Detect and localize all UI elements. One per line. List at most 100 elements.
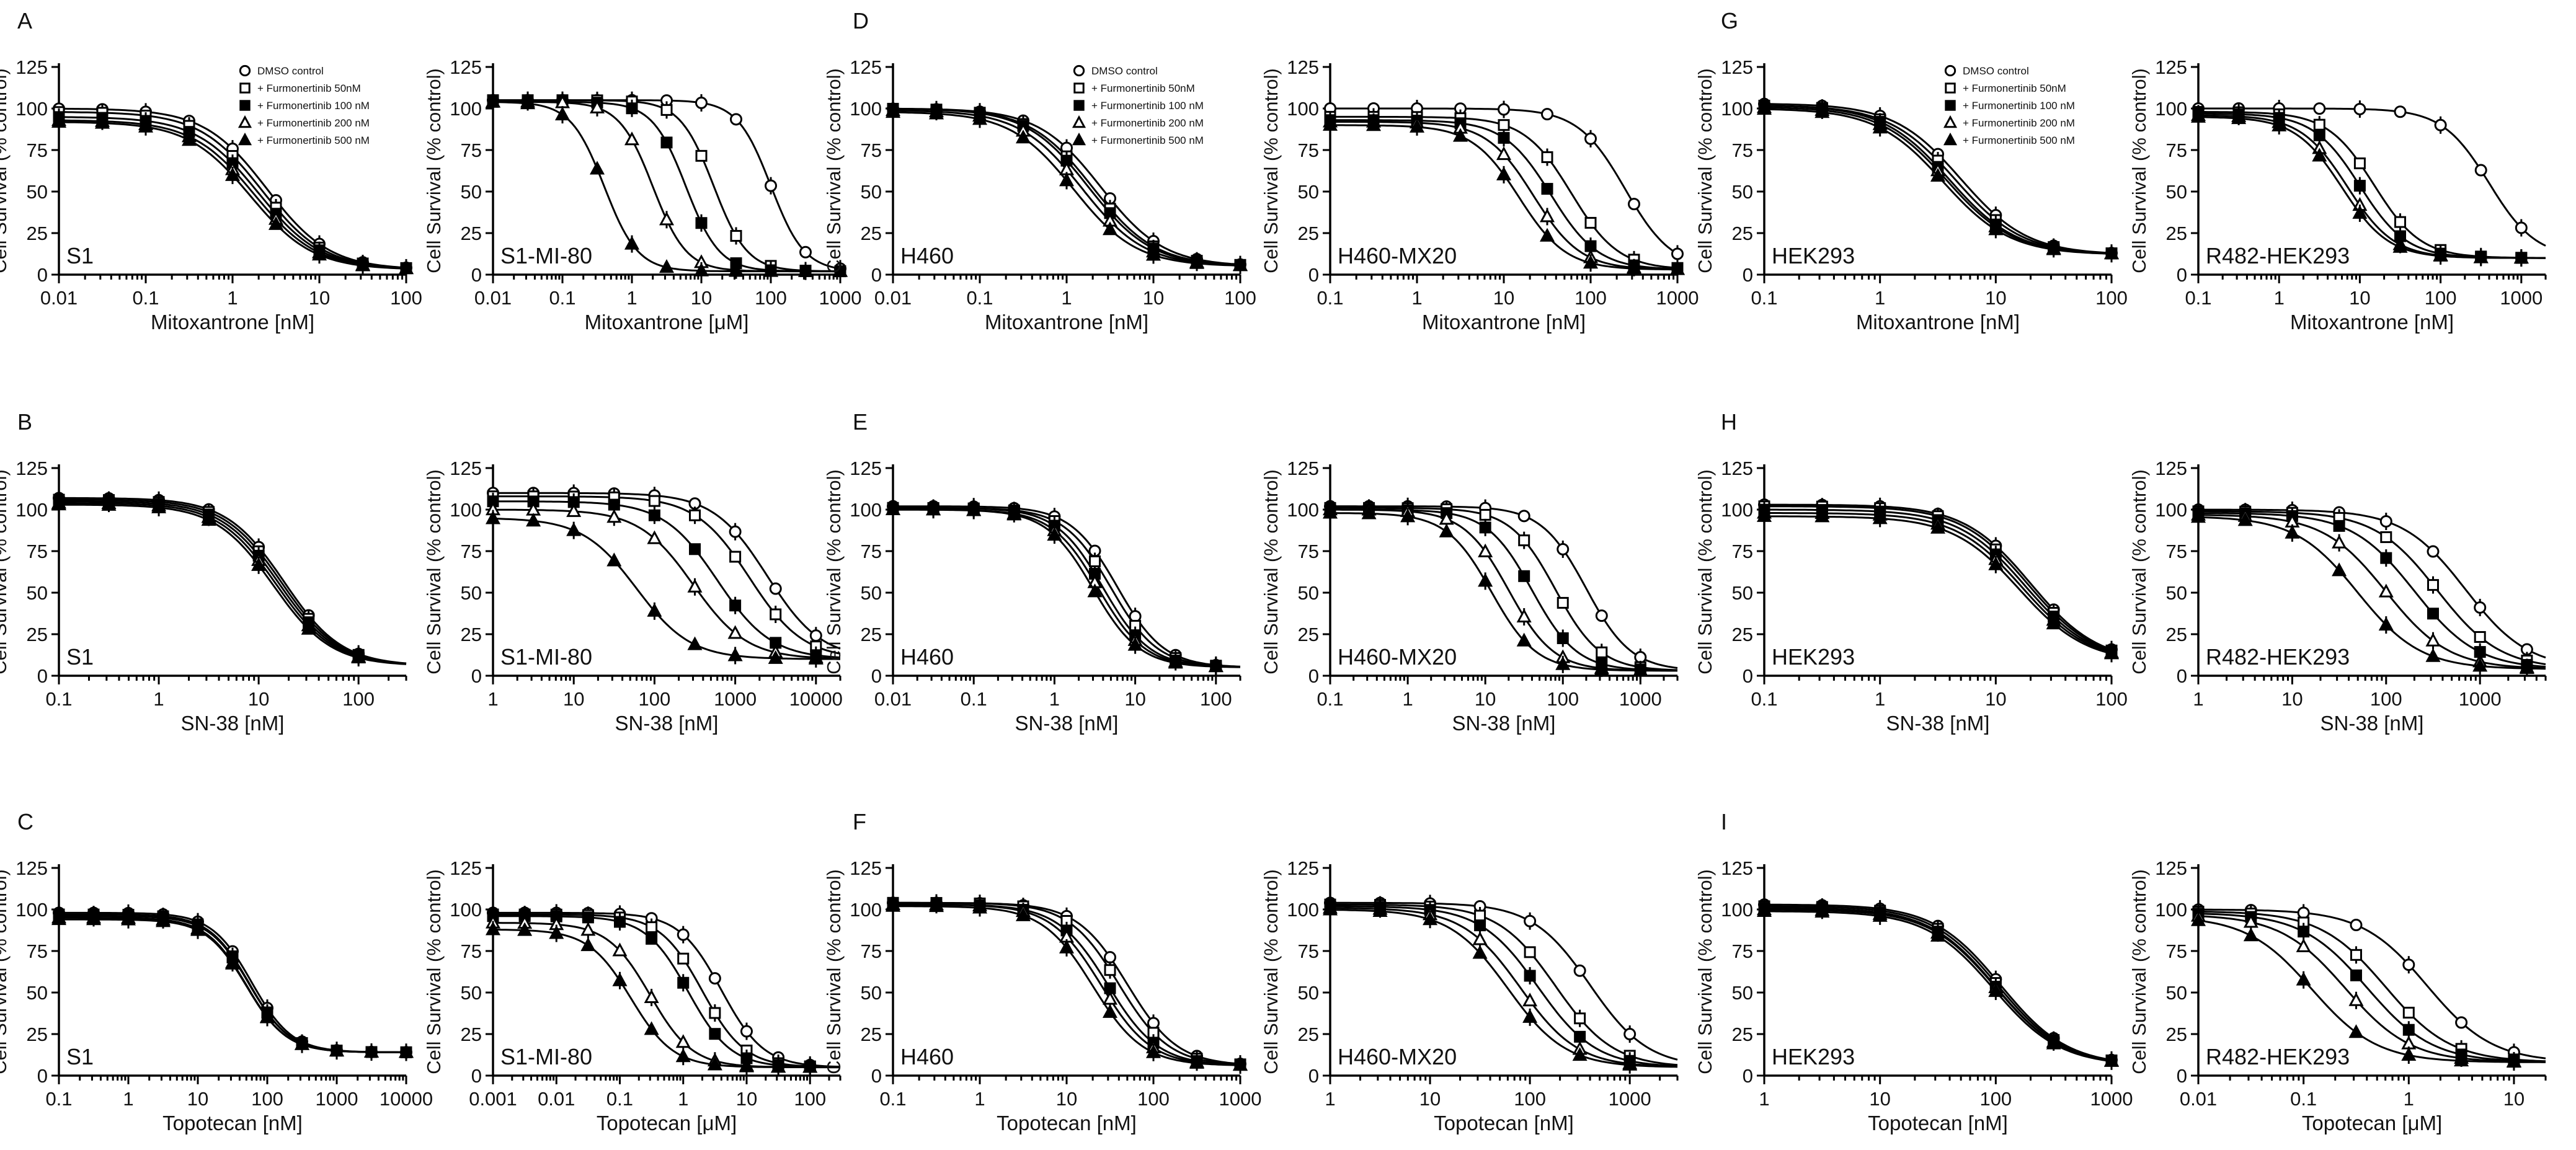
data-point (660, 136, 673, 149)
y-axis-label: Cell Survival (% control) (823, 869, 845, 1074)
data-point (2332, 562, 2347, 577)
data-point (1872, 120, 1888, 134)
x-tick-label: 100 (2095, 688, 2128, 710)
data-point (224, 167, 241, 181)
y-tick-label: 25 (1298, 624, 1319, 645)
data-point (2296, 938, 2311, 952)
data-point (2474, 164, 2487, 177)
data-point (2298, 926, 2310, 938)
legend-label: + Furmonertinib 500 nM (1091, 135, 1204, 146)
data-point (2379, 515, 2392, 528)
data-point (677, 976, 690, 989)
data-point (1400, 508, 1416, 523)
x-tick-label: 10 (736, 1088, 757, 1110)
x-tick-label: 10 (1124, 688, 1145, 710)
y-tick-label: 75 (1732, 139, 1753, 161)
data-point (624, 131, 640, 146)
y-tick-label: 125 (1287, 56, 1319, 78)
panel-letter: C (17, 809, 33, 834)
data-point (526, 513, 541, 527)
x-tick-label: 1000 (2459, 688, 2502, 710)
legend-label: + Furmonertinib 200 nM (1963, 117, 2075, 129)
y-tick-label: 0 (1308, 264, 1319, 286)
x-tick-label: 1 (1411, 287, 1422, 309)
fit-curve-5 (492, 518, 840, 660)
data-point (2378, 616, 2394, 631)
fit-curve-1 (893, 505, 1241, 668)
x-tick-label: 10 (2503, 1088, 2525, 1110)
data-point (2231, 110, 2247, 125)
y-tick-label: 0 (471, 1065, 482, 1087)
fit-curve-5 (1330, 909, 1678, 1068)
legend-marker (1073, 100, 1085, 111)
y-tick-label: 50 (1298, 982, 1319, 1004)
data-point (648, 495, 660, 507)
cell-line-label: S1 (66, 1044, 94, 1069)
y-tick-label: 50 (1298, 181, 1319, 203)
data-point (2380, 531, 2392, 543)
data-point (2352, 205, 2368, 219)
data-point (2472, 658, 2488, 672)
data-point (2312, 148, 2327, 162)
y-tick-label: 125 (850, 857, 882, 879)
x-tick-label: 10 (1475, 688, 1496, 710)
y-tick-label: 125 (450, 458, 482, 479)
y-tick-label: 75 (1298, 541, 1319, 562)
data-point (1572, 1047, 1588, 1061)
data-point (1517, 510, 1530, 523)
y-axis-label: Cell Survival (% control) (0, 68, 11, 273)
legend-marker (239, 100, 251, 111)
data-point (1988, 221, 2004, 236)
y-axis-label: Cell Survival (% control) (1694, 68, 1716, 273)
data-point (729, 525, 742, 538)
data-point (101, 497, 117, 511)
data-point (1557, 542, 1570, 555)
data-point (739, 1058, 754, 1073)
legend-marker (1072, 132, 1086, 146)
y-tick-label: 0 (1308, 665, 1319, 687)
data-point (1496, 146, 1512, 161)
cell-line-label: S1 (66, 644, 94, 670)
legend-marker (1943, 132, 1958, 146)
panel-letter: G (1721, 8, 1738, 33)
data-point (1555, 656, 1571, 670)
x-axis-label: SN-38 [nM] (1886, 712, 1990, 735)
data-point (2243, 914, 2258, 928)
data-point (190, 922, 206, 936)
fit-curve-5 (2198, 516, 2546, 670)
data-point (612, 942, 628, 957)
data-point (644, 1021, 659, 1035)
data-point (51, 911, 67, 926)
y-tick-label: 50 (461, 982, 482, 1004)
y-tick-label: 125 (1287, 458, 1319, 479)
x-axis-label: Mitoxantrone [nM] (1856, 311, 2020, 334)
y-tick-label: 0 (871, 1065, 882, 1087)
fit-curve-1 (2198, 107, 2546, 247)
panel-letter: E (853, 409, 868, 435)
y-axis-label: Cell Survival (% control) (0, 869, 11, 1074)
data-point (728, 263, 744, 277)
data-point (294, 1036, 310, 1050)
data-point (2350, 919, 2363, 932)
data-point (1474, 919, 1486, 932)
y-tick-label: 75 (1732, 940, 1753, 962)
data-point (398, 260, 414, 275)
y-tick-label: 25 (2166, 624, 2187, 645)
y-tick-label: 75 (27, 940, 48, 962)
y-tick-label: 50 (861, 982, 882, 1004)
data-point (2473, 249, 2489, 263)
y-tick-label: 125 (16, 857, 48, 879)
y-tick-label: 100 (1721, 899, 1753, 921)
data-point (1633, 662, 1648, 676)
y-tick-label: 125 (450, 56, 482, 78)
data-point (2103, 245, 2120, 260)
data-point (1628, 198, 1640, 211)
data-point (675, 1048, 691, 1063)
data-point (1322, 901, 1338, 916)
data-point (765, 179, 777, 192)
y-tick-label: 50 (1732, 582, 1753, 604)
